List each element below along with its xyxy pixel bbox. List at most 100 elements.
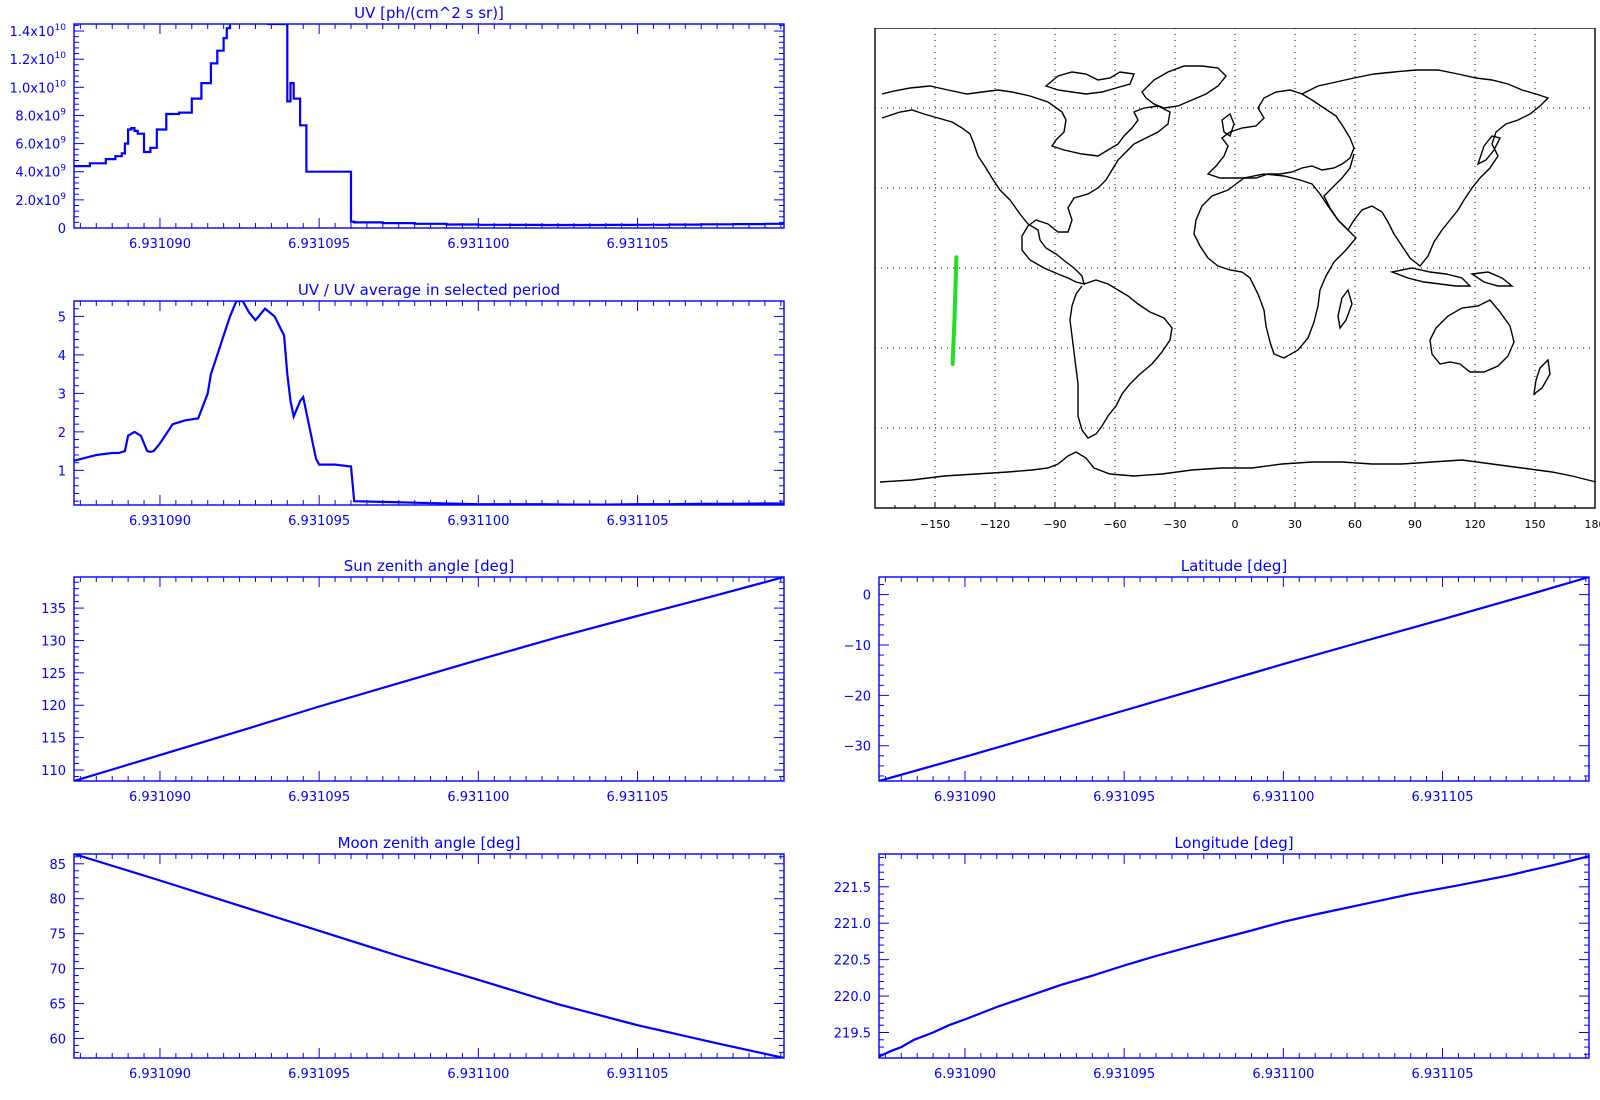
y-tick-mantissa: 8.0x10 [15, 109, 60, 124]
map-lon-label: −90 [1043, 518, 1066, 531]
moon-zenith-chart: Moon zenith angle [deg] 6.931090 6.931095 6… [49, 834, 785, 1082]
chart-title: Moon zenith angle [deg] [338, 834, 521, 852]
y-tick-exponent: 10 [55, 23, 67, 33]
coast-antarctica [879, 451, 1597, 483]
y-tick-label: 3 [58, 387, 66, 402]
y-tick-exponent: 10 [55, 51, 67, 61]
y-tick-label: 120 [41, 699, 66, 714]
map-grid [875, 28, 1595, 508]
series-line [74, 24, 784, 227]
map-lon-label: 150 [1525, 518, 1546, 531]
map-lon-label: 30 [1288, 518, 1302, 531]
longitude-chart: Longitude [deg] 6.931090 6.931095 6.931100 6… [834, 834, 1590, 1082]
x-tick-label: 6.931095 [288, 1067, 350, 1082]
y-tick-label: 1.0x1010 [10, 79, 67, 96]
x-tick-label: 6.931090 [129, 790, 191, 805]
y-tick-mantissa: 2.0x10 [15, 194, 60, 209]
x-tick-label: 6.931095 [1093, 1067, 1155, 1082]
y-tick-exponent: 10 [55, 79, 67, 89]
chart-title: Latitude [deg] [1181, 557, 1287, 575]
y-tick-label: 1.4x1010 [10, 23, 67, 40]
map-tick-labels: −150 −120 −90 −60 −30 0 30 60 90 120 150 180 [920, 518, 1600, 531]
x-tick-label: 6.931105 [607, 1067, 669, 1082]
x-tick-label: 6.931095 [288, 514, 350, 529]
y-tick-mantissa: 4.0x10 [15, 166, 60, 181]
x-tick-label: 6.931105 [607, 790, 669, 805]
plot-frame [878, 853, 1590, 1059]
y-tick-mantissa: 1.4x10 [10, 25, 55, 40]
coast-arctic-islands [1044, 71, 1135, 95]
ground-track-map: −150 −120 −90 −60 −30 0 30 60 90 120 150 180 [874, 28, 1600, 531]
y-tick-label: −10 [844, 639, 871, 654]
chart-title: Sun zenith angle [deg] [344, 557, 515, 575]
y-tick-mantissa: 6.0x10 [15, 138, 60, 153]
y-tick-label: 80 [49, 893, 66, 908]
x-tick-label: 6.931105 [1412, 1067, 1474, 1082]
y-tick-label: 0 [863, 589, 871, 604]
plot-frame [878, 576, 1590, 782]
latitude-chart: Latitude [deg] 6.931090 6.931095 6.931100 6.… [844, 557, 1590, 805]
y-tick-label: 130 [41, 634, 66, 649]
coast-asia [1301, 69, 1550, 267]
series-line [74, 577, 784, 781]
satellite-ground-track [950, 255, 959, 366]
coast-new-zealand [1533, 358, 1551, 396]
coast-south-america [1069, 279, 1173, 439]
sun-zenith-chart: Sun zenith angle [deg] 6.931090 6.931095 6.… [41, 557, 785, 805]
x-tick-label: 6.931105 [607, 237, 669, 252]
y-tick-label: 110 [41, 764, 66, 779]
x-tick-label: 6.931095 [288, 237, 350, 252]
series-line [74, 854, 784, 1058]
chart-title: Longitude [deg] [1174, 834, 1293, 852]
y-tick-label: 8.0x109 [15, 107, 66, 124]
y-tick-label: 1 [58, 464, 66, 479]
y-tick-label: 1.2x1010 [10, 51, 67, 68]
map-lon-label: −60 [1103, 518, 1126, 531]
y-tick-label: 0 [58, 222, 66, 237]
series-line [74, 301, 784, 505]
x-tick-label: 6.931100 [447, 237, 509, 252]
map-frame [874, 28, 1596, 509]
y-tick-label: −30 [844, 740, 871, 755]
coast-greenland [1141, 65, 1227, 109]
y-tick-label: 220.0 [834, 990, 871, 1005]
coast-africa [1193, 173, 1357, 359]
y-tick-label: 5 [58, 310, 66, 325]
coast-australia [1429, 299, 1515, 373]
coast-british-isles [1221, 112, 1235, 138]
plot-frame [73, 853, 785, 1059]
y-tick-label: 135 [41, 602, 66, 617]
x-tick-label: 6.931090 [934, 790, 996, 805]
map-ticks [874, 502, 1596, 508]
y-tick-label: 125 [41, 667, 66, 682]
coast-new-guinea [1470, 271, 1514, 287]
y-tick-label: 6.0x109 [15, 136, 66, 153]
y-tick-exponent: 9 [60, 164, 66, 174]
y-tick-label: 221.0 [834, 917, 871, 932]
y-tick-label: 115 [41, 732, 66, 747]
series-line [879, 577, 1589, 781]
plot-frame [73, 23, 785, 229]
map-lon-label: −150 [920, 518, 950, 531]
map-lon-label: −120 [980, 518, 1010, 531]
y-tick-mantissa: 0 [58, 222, 66, 237]
x-tick-label: 6.931100 [447, 514, 509, 529]
y-tick-label: 65 [49, 998, 66, 1013]
y-tick-exponent: 9 [60, 136, 66, 146]
x-tick-label: 6.931090 [129, 237, 191, 252]
uv-chart: UV [ph/(cm^2 s sr)] 6.931090 6.931095 6.931… [10, 4, 785, 252]
x-tick-label: 6.931100 [447, 790, 509, 805]
coast-indonesia [1389, 267, 1472, 287]
chart-title: UV / UV average in selected period [298, 281, 560, 299]
y-tick-label: −20 [844, 689, 871, 704]
coast-japan [1476, 135, 1502, 166]
y-tick-label: 2.0x109 [15, 192, 66, 209]
x-tick-label: 6.931095 [1093, 790, 1155, 805]
map-lon-label: −30 [1163, 518, 1186, 531]
y-tick-mantissa: 1.0x10 [10, 81, 55, 96]
x-tick-label: 6.931100 [1252, 1067, 1314, 1082]
y-tick-label: 85 [49, 858, 66, 873]
x-tick-label: 6.931105 [607, 514, 669, 529]
series-line [879, 855, 1589, 1058]
map-lon-label: 90 [1408, 518, 1422, 531]
